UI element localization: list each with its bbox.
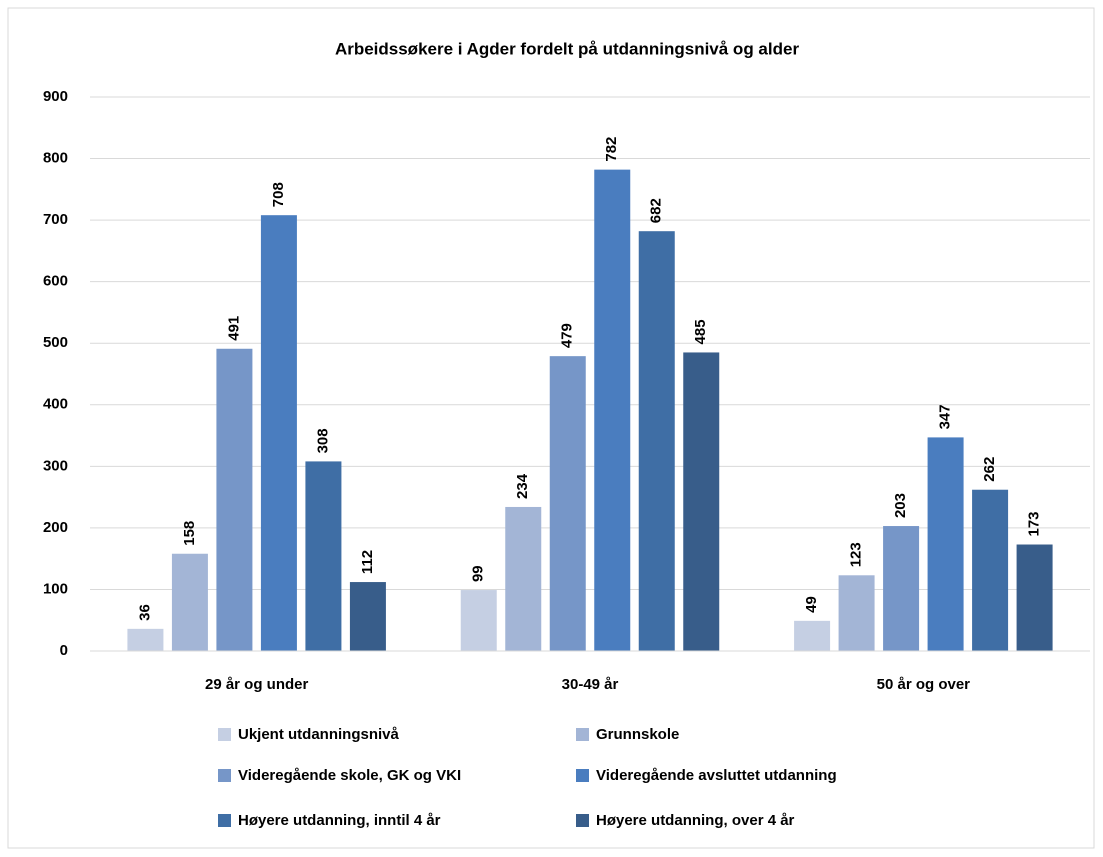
data-label: 123 <box>848 542 865 567</box>
bar <box>1016 544 1053 651</box>
data-label: 99 <box>470 565 487 582</box>
bar <box>305 461 342 651</box>
y-tick-label: 400 <box>43 396 68 413</box>
bar <box>505 506 542 651</box>
y-tick-label: 700 <box>43 211 68 228</box>
data-label: 479 <box>559 323 576 348</box>
x-tick-label: 50 år og over <box>877 676 971 693</box>
bar <box>594 169 631 651</box>
data-label: 491 <box>225 316 242 341</box>
bar <box>972 489 1009 651</box>
x-tick-label: 29 år og under <box>205 676 309 693</box>
bar <box>260 215 297 652</box>
bar <box>127 628 164 651</box>
data-label: 682 <box>648 198 665 223</box>
bar <box>460 590 497 651</box>
y-tick-label: 600 <box>43 273 68 290</box>
legend-label: Ukjent utdanningsnivå <box>238 726 400 743</box>
legend-label: Grunnskole <box>596 726 679 743</box>
y-tick-label: 100 <box>43 580 68 597</box>
y-tick-label: 800 <box>43 150 68 167</box>
chart-title: Arbeidssøkere i Agder fordelt på utdanni… <box>335 39 800 58</box>
data-label: 234 <box>514 473 531 499</box>
bar <box>171 553 208 651</box>
legend-swatch <box>576 728 589 741</box>
data-label: 203 <box>892 493 909 518</box>
x-tick-label: 30-49 år <box>562 676 619 693</box>
data-label: 708 <box>270 182 287 207</box>
data-label: 49 <box>803 596 820 613</box>
legend-label: Høyere utdanning, inntil 4 år <box>238 812 441 829</box>
data-label: 347 <box>937 404 954 429</box>
bar <box>794 620 831 651</box>
y-tick-label: 200 <box>43 519 68 536</box>
y-tick-label: 500 <box>43 334 68 351</box>
bar <box>549 356 586 651</box>
y-tick-label: 900 <box>43 88 68 105</box>
legend-swatch <box>576 814 589 827</box>
legend-swatch <box>218 814 231 827</box>
legend-swatch <box>218 728 231 741</box>
data-label: 173 <box>1026 511 1043 536</box>
bar <box>349 582 386 651</box>
legend-swatch <box>218 769 231 782</box>
bar <box>638 231 675 652</box>
data-label: 782 <box>603 137 620 162</box>
legend-label: Videregående avsluttet utdanning <box>596 767 837 784</box>
y-tick-label: 300 <box>43 457 68 474</box>
data-label: 112 <box>359 550 376 574</box>
bar <box>838 575 875 651</box>
bar <box>927 437 964 651</box>
bar <box>216 348 253 651</box>
data-label: 36 <box>136 604 153 621</box>
bar <box>883 526 920 651</box>
bar <box>683 352 720 651</box>
data-label: 262 <box>981 457 998 482</box>
legend-swatch <box>576 769 589 782</box>
data-label: 485 <box>692 319 709 344</box>
legend-label: Høyere utdanning, over 4 år <box>596 812 795 829</box>
y-tick-label: 0 <box>60 642 68 659</box>
data-label: 308 <box>314 428 331 453</box>
legend-label: Videregående skole, GK og VKI <box>238 767 461 784</box>
data-label: 158 <box>181 521 198 546</box>
